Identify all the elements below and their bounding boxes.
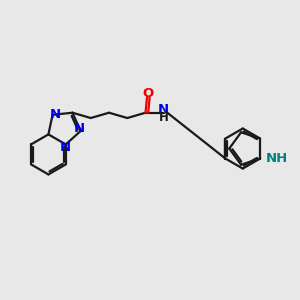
- Text: N: N: [158, 103, 169, 116]
- Text: N: N: [50, 108, 61, 121]
- Text: N: N: [74, 122, 85, 135]
- Text: N: N: [60, 141, 71, 154]
- Text: NH: NH: [266, 152, 288, 165]
- Text: H: H: [159, 111, 169, 124]
- Text: O: O: [143, 87, 154, 100]
